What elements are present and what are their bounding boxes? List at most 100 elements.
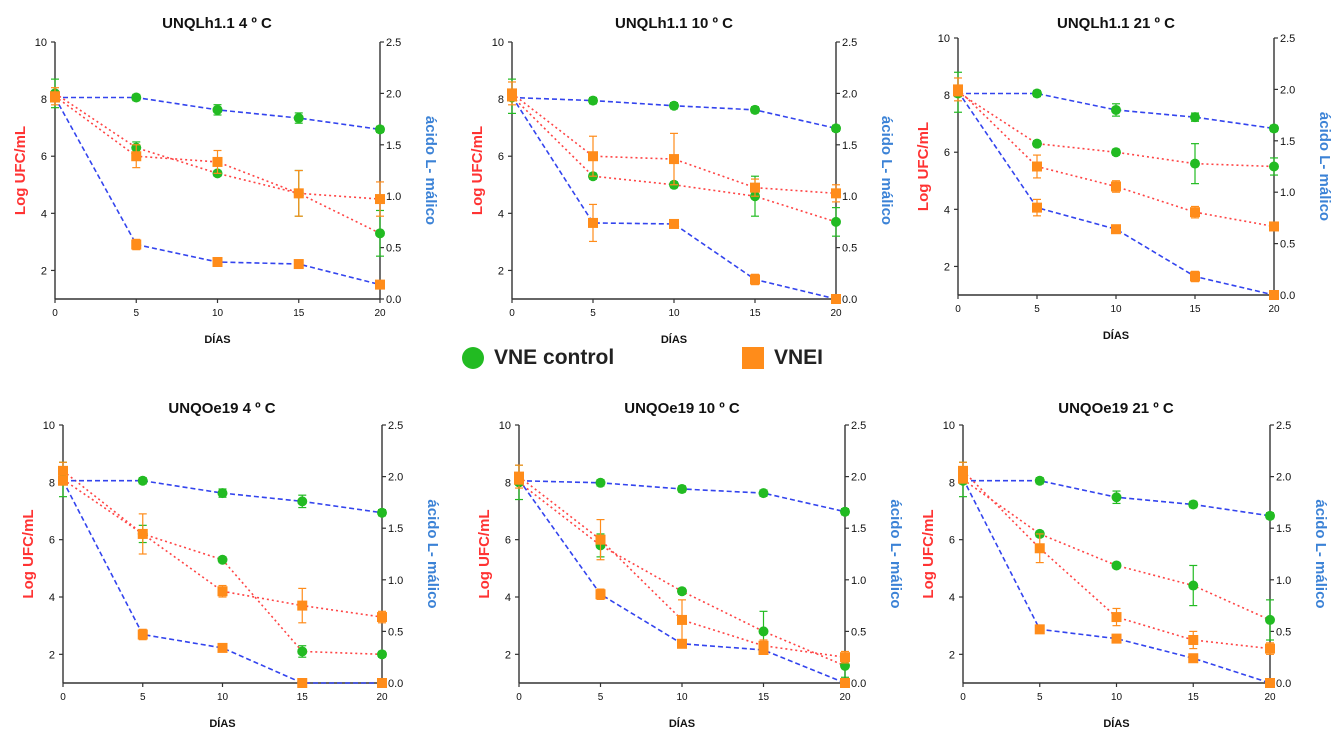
y-tick-label: 10 bbox=[938, 33, 950, 45]
x-tick-label: 15 bbox=[1189, 304, 1201, 315]
data-point-vnei bbox=[137, 629, 148, 640]
data-point-vne bbox=[1111, 492, 1122, 503]
y2-tick-label: 0.5 bbox=[1276, 626, 1291, 638]
y-tick-label: 8 bbox=[49, 477, 55, 489]
y-tick-label: 4 bbox=[944, 204, 950, 216]
data-point-vnei bbox=[1188, 635, 1199, 645]
y-tick-label: 4 bbox=[949, 592, 955, 604]
data-point-vne bbox=[377, 507, 387, 518]
y2-tick-label: 2.5 bbox=[842, 37, 857, 49]
chart-title: UNQLh1.1 10 º C bbox=[615, 15, 733, 32]
y-tick-label: 4 bbox=[49, 592, 55, 604]
series-line-left bbox=[54, 95, 381, 200]
data-point-vnei bbox=[1190, 207, 1200, 218]
x-tick-label: 0 bbox=[60, 692, 66, 703]
y2-tick-label: 2.5 bbox=[388, 420, 403, 432]
data-point-vnei bbox=[514, 474, 524, 485]
x-tick-label: 15 bbox=[758, 692, 770, 703]
left-axis-label: Log UFC/mL bbox=[12, 126, 29, 215]
x-tick-label: 0 bbox=[509, 308, 515, 319]
data-point-vnei bbox=[1032, 161, 1042, 172]
y-tick-label: 10 bbox=[499, 420, 511, 432]
y2-tick-label: 1.0 bbox=[842, 191, 857, 203]
data-point-vne bbox=[1111, 560, 1122, 571]
data-point-vne bbox=[293, 113, 304, 124]
data-point-vnei bbox=[297, 600, 308, 611]
chart-panel: UNQOe19 21 º C 0 5 10 15 20 DÍAS 2 4 6 8 10 0.0 0.5 1.… bbox=[920, 400, 1329, 730]
y2-tick-label: 0.5 bbox=[388, 626, 403, 638]
y-tick-label: 6 bbox=[49, 535, 55, 547]
y-tick-label: 10 bbox=[943, 420, 955, 432]
series-line-right bbox=[511, 96, 837, 300]
x-axis-label: DÍAS bbox=[1103, 717, 1129, 730]
data-point-vnei bbox=[1190, 271, 1200, 282]
x-tick-label: 20 bbox=[1268, 304, 1280, 315]
data-point-vnei bbox=[1032, 202, 1042, 213]
data-point-vne bbox=[831, 123, 841, 134]
data-point-vne bbox=[375, 228, 385, 239]
y2-tick-label: 1.5 bbox=[386, 140, 401, 152]
data-point-vnei bbox=[595, 589, 606, 600]
y-tick-label: 4 bbox=[505, 592, 511, 604]
y2-tick-label: 2.0 bbox=[842, 88, 857, 100]
series-line-right bbox=[518, 479, 846, 684]
series-line-left bbox=[518, 475, 846, 658]
chart-panel: UNQLh1.1 4 º C 0 5 10 15 20 DÍAS 2 4 6 8 10 0.0 0.5 1.… bbox=[12, 15, 439, 346]
data-point-vnei bbox=[758, 644, 769, 655]
data-point-vnei bbox=[1034, 543, 1045, 554]
data-point-vnei bbox=[1265, 643, 1275, 654]
x-tick-label: 0 bbox=[516, 692, 522, 703]
data-point-vnei bbox=[375, 194, 385, 205]
data-point-vnei bbox=[1265, 678, 1275, 688]
series-line-right bbox=[62, 480, 382, 684]
y2-tick-label: 2.0 bbox=[386, 88, 401, 100]
data-point-vnei bbox=[212, 256, 223, 267]
y-tick-label: 6 bbox=[498, 151, 504, 163]
data-point-vne bbox=[758, 626, 769, 637]
left-axis-label: Log UFC/mL bbox=[469, 126, 486, 215]
data-point-vne bbox=[758, 488, 769, 499]
data-point-vnei bbox=[1111, 181, 1121, 192]
y2-tick-label: 1.0 bbox=[851, 575, 866, 587]
data-point-vnei bbox=[50, 92, 60, 103]
x-tick-label: 5 bbox=[133, 308, 139, 319]
series-line-right bbox=[962, 478, 1271, 684]
y-tick-label: 8 bbox=[41, 94, 47, 106]
y-tick-label: 8 bbox=[505, 477, 511, 489]
data-point-vne bbox=[131, 92, 142, 103]
data-point-vne bbox=[1111, 104, 1121, 115]
data-point-vne bbox=[1265, 510, 1275, 521]
data-point-vnei bbox=[588, 151, 598, 162]
data-point-vnei bbox=[958, 473, 968, 484]
data-point-vne bbox=[750, 104, 760, 115]
series-line-right bbox=[957, 91, 1275, 296]
left-axis-label: Log UFC/mL bbox=[920, 509, 937, 598]
data-point-vnei bbox=[595, 534, 606, 545]
y-tick-label: 2 bbox=[505, 649, 511, 661]
y-tick-label: 8 bbox=[498, 94, 504, 106]
data-point-vne bbox=[588, 95, 598, 106]
y-tick-label: 6 bbox=[949, 535, 955, 547]
x-tick-label: 0 bbox=[960, 692, 966, 703]
series-line-right bbox=[958, 92, 1275, 130]
series-line-left bbox=[511, 92, 837, 195]
x-tick-label: 5 bbox=[140, 692, 146, 703]
chart-title: UNQLh1.1 21 º C bbox=[1057, 15, 1175, 32]
x-tick-label: 0 bbox=[52, 308, 58, 319]
data-point-vnei bbox=[137, 528, 148, 539]
y2-tick-label: 2.5 bbox=[851, 420, 866, 432]
left-axis-label: Log UFC/mL bbox=[915, 122, 932, 211]
data-point-vnei bbox=[1034, 624, 1045, 635]
y-tick-label: 6 bbox=[944, 147, 950, 159]
right-axis-label: ácido L- málico bbox=[887, 499, 904, 608]
left-axis-label: Log UFC/mL bbox=[20, 509, 37, 598]
x-tick-label: 10 bbox=[1110, 304, 1122, 315]
data-point-vne bbox=[297, 646, 308, 657]
y2-tick-label: 2.0 bbox=[851, 472, 866, 484]
y-tick-label: 6 bbox=[41, 151, 47, 163]
y2-tick-label: 0.0 bbox=[1276, 678, 1291, 690]
data-point-vne bbox=[677, 483, 687, 494]
x-tick-label: 5 bbox=[1037, 692, 1043, 703]
x-axis-label: DÍAS bbox=[661, 333, 687, 346]
legend-label-vnei: VNEI bbox=[774, 346, 824, 369]
